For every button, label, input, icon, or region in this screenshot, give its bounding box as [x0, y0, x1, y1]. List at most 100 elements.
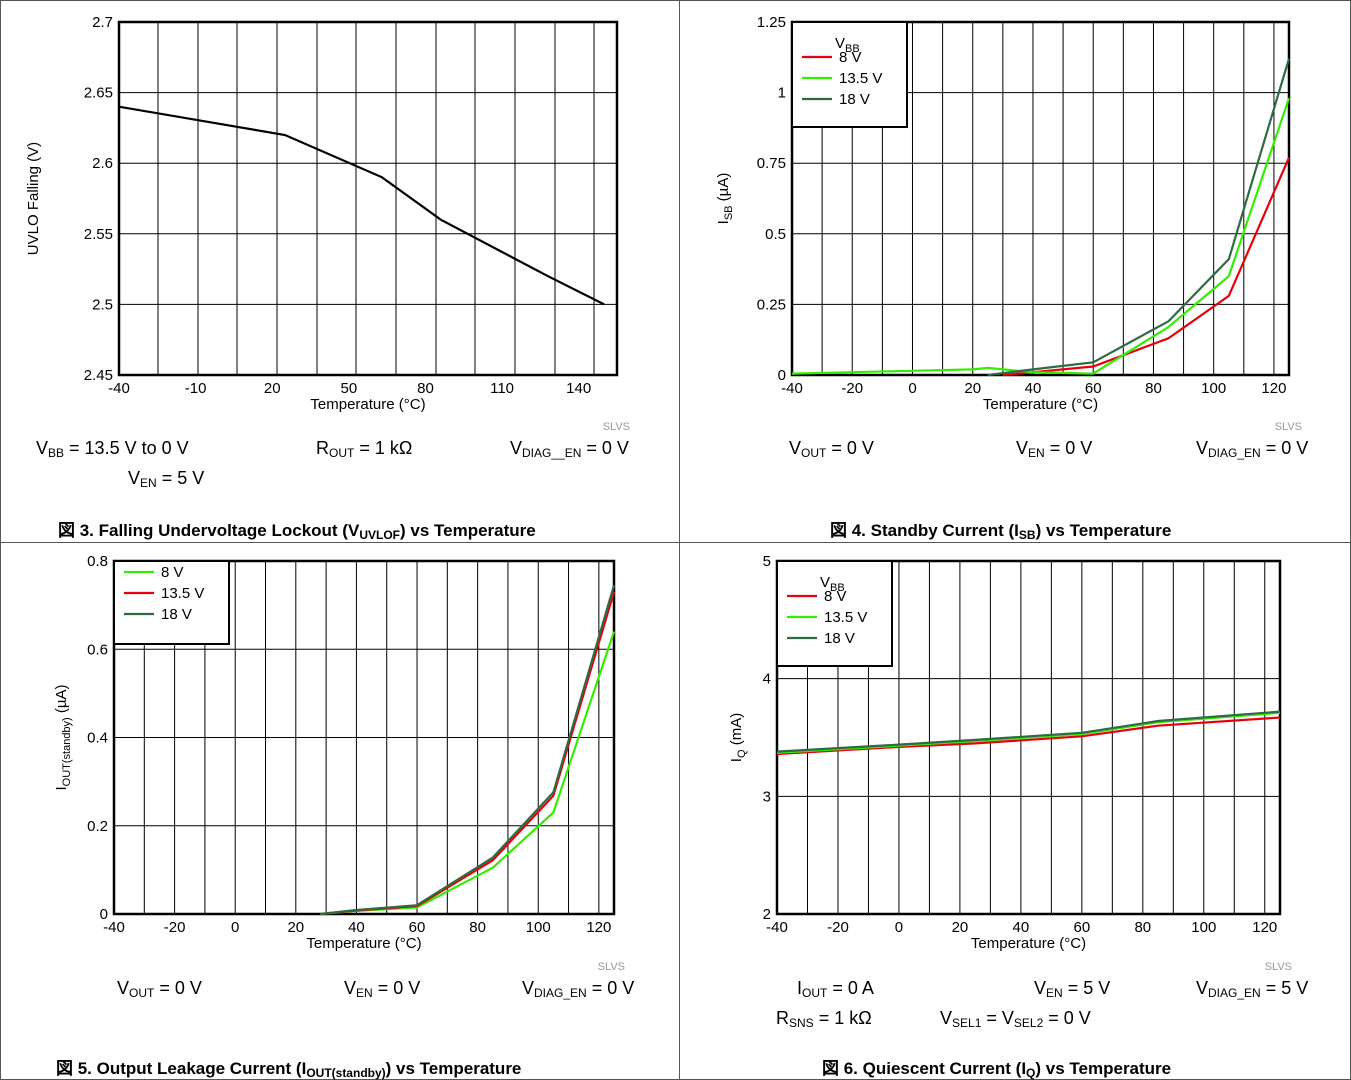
condition-ven: VEN = 0 V	[1016, 438, 1093, 460]
x-tick-label: 20	[287, 919, 304, 936]
y-tick-label: 2.6	[92, 155, 113, 172]
x-axis-label: Temperature (°C)	[306, 935, 421, 952]
x-tick-label: -40	[781, 380, 803, 397]
y-tick-label: 0.5	[765, 226, 786, 243]
legend-label: 13.5 V	[824, 609, 867, 626]
plot-frame	[117, 20, 619, 377]
legend-label: 13.5 V	[161, 585, 204, 602]
y-tick-label: 0.75	[757, 155, 786, 172]
legend-label: 18 V	[839, 91, 870, 108]
y-tick-label: 2	[763, 906, 771, 923]
condition-vdiag-en: VDIAG_EN = 0 V	[1196, 438, 1309, 460]
condition-vout: VOUT = 0 V	[117, 978, 202, 1000]
plot-frame	[790, 20, 1291, 377]
legend-title: VBB	[820, 574, 845, 594]
x-tick-label: 20	[952, 919, 969, 936]
figure-title-6: 図 6. Quiescent Current (IQ) vs Temperatu…	[822, 1059, 1172, 1080]
series-line-18V	[776, 710, 1281, 753]
y-tick-label: 1.25	[757, 14, 786, 31]
x-tick-label: 0	[908, 380, 916, 397]
x-tick-label: 40	[1013, 919, 1030, 936]
x-tick-label: -20	[827, 919, 849, 936]
series-line-0	[118, 105, 605, 306]
figure-title-5: 図 5. Output Leakage Current (IOUT(standb…	[56, 1059, 522, 1080]
y-tick-label: 0	[100, 906, 108, 923]
chart-output-leakage: 0 0.2 0.4 0.6 0.8 -40 -20 0 20 40 60 80 100 120 Temper…	[53, 553, 625, 973]
y-tick-label: 0	[778, 367, 786, 384]
y-tick-label: 2.45	[84, 367, 113, 384]
condition-iout: IOUT = 0 A	[797, 978, 874, 1000]
legend-box	[776, 560, 893, 667]
legend-label: 18 V	[824, 630, 855, 647]
x-tick-label: -40	[766, 919, 788, 936]
condition-vsel: VSEL1 = VSEL2 = 0 V	[940, 1008, 1091, 1030]
x-axis-label: Temperature (°C)	[310, 396, 425, 413]
figure-tag: SLVS	[1265, 961, 1292, 973]
legend-label: 8 V	[824, 588, 847, 605]
x-axis-label: Temperature (°C)	[971, 935, 1086, 952]
x-tick-label: -40	[103, 919, 125, 936]
y-tick-label: 0.25	[757, 296, 786, 313]
legend-label: 13.5 V	[839, 70, 882, 87]
condition-vbb: VBB = 13.5 V to 0 V	[36, 438, 189, 460]
y-tick-label: 2.7	[92, 14, 113, 31]
series-line-135V	[791, 97, 1291, 375]
figure-tag: SLVS	[603, 421, 630, 433]
plot-frame	[775, 559, 1282, 916]
y-tick-label: 0.4	[87, 730, 108, 747]
condition-ven: VEN = 5 V	[1034, 978, 1111, 1000]
figure-tag: SLVS	[1275, 421, 1302, 433]
legend-title: VBB	[835, 35, 860, 55]
x-tick-label: 60	[1085, 380, 1102, 397]
x-tick-label: 110	[490, 380, 514, 397]
x-tick-label: 40	[1025, 380, 1042, 397]
x-axis-label: Temperature (°C)	[983, 396, 1098, 413]
x-tick-label: 100	[526, 919, 551, 936]
condition-rout: ROUT = 1 kΩ	[316, 438, 413, 460]
panel-divider-horizontal	[0, 542, 1351, 543]
x-tick-label: -40	[108, 380, 130, 397]
condition-vdiag-en: VDIAG_EN = 5 V	[1196, 978, 1309, 1000]
x-tick-label: 0	[231, 919, 239, 936]
y-tick-label: 0.8	[87, 553, 108, 570]
condition-ven: VEN = 0 V	[344, 978, 421, 1000]
y-axis-label: ISB (µA)	[715, 173, 735, 225]
x-tick-label: -20	[841, 380, 863, 397]
x-tick-label: 80	[469, 919, 486, 936]
y-tick-label: 3	[763, 788, 771, 805]
x-tick-label: 50	[341, 380, 358, 397]
chart-uvlo-falling: 2.45 2.5 2.55 2.6 2.65 2.7 -40 -10 20 50 80 110 140 T…	[25, 14, 630, 433]
y-tick-label: 2.65	[84, 85, 113, 102]
y-axis-label: UVLO Falling (V)	[25, 142, 42, 255]
condition-ven: VEN = 5 V	[128, 468, 205, 490]
x-tick-label: 140	[566, 380, 591, 397]
y-tick-label: 1	[778, 85, 786, 102]
panel-divider-vertical	[679, 0, 680, 1080]
legend-box	[113, 560, 230, 645]
figure-title-4: 図 4. Standby Current (ISB) vs Temperatur…	[830, 521, 1172, 542]
y-tick-label: 4	[763, 671, 771, 688]
legend-label: 18 V	[161, 606, 192, 623]
figure-tag: SLVS	[598, 961, 625, 973]
x-tick-label: 0	[895, 919, 903, 936]
series-line-18V	[987, 58, 1291, 377]
series-line-18V	[319, 584, 616, 916]
x-tick-label: 120	[586, 919, 611, 936]
x-tick-label: 20	[964, 380, 981, 397]
y-tick-label: 0.2	[87, 818, 108, 835]
x-tick-label: 60	[409, 919, 426, 936]
y-tick-label: 2.55	[84, 226, 113, 243]
x-tick-label: 100	[1201, 380, 1226, 397]
y-tick-label: 5	[763, 553, 771, 570]
x-tick-label: 20	[264, 380, 281, 397]
legend-label: 8 V	[161, 564, 184, 581]
y-axis-label: IOUT(standby) (µA)	[53, 684, 73, 790]
condition-vdiag-en: VDIAG__EN = 0 V	[510, 438, 629, 460]
series-line-135V	[776, 711, 1281, 754]
x-tick-label: 80	[1134, 919, 1151, 936]
x-tick-label: 120	[1252, 919, 1277, 936]
plot-frame	[112, 559, 616, 916]
chart-standby-current: 0 0.25 0.5 0.75 1 1.25 -40 -20 0 20 40 60 80 100 120 Te…	[715, 14, 1302, 433]
y-tick-label: 2.5	[92, 296, 113, 313]
series-line-8V	[776, 716, 1281, 756]
